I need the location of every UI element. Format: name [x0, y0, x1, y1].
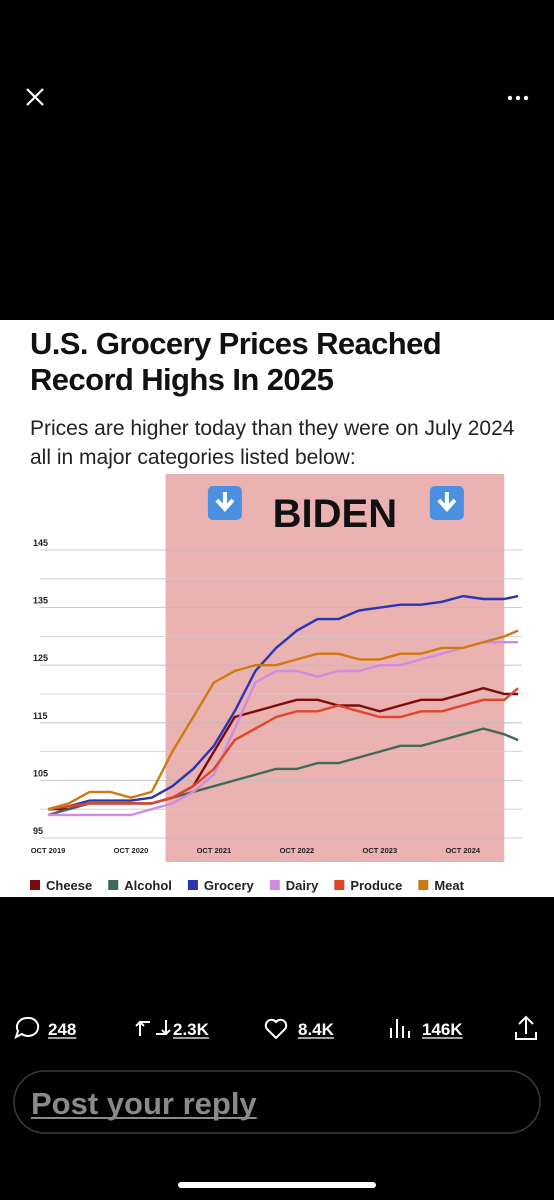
- legend-swatch: [334, 880, 345, 890]
- chart-subtitle: Prices are higher today than they were o…: [30, 417, 515, 469]
- series-line: [48, 641, 519, 817]
- home-indicator: [178, 1182, 376, 1188]
- annotation-label: BIDEN: [273, 492, 397, 536]
- legend-label: Alcohol: [124, 878, 172, 893]
- legend-label: Grocery: [204, 878, 255, 893]
- reply-icon[interactable]: [14, 1016, 40, 1039]
- legend-label: Cheese: [46, 878, 92, 893]
- more-icon[interactable]: [507, 95, 529, 101]
- repost-icon[interactable]: [135, 1020, 171, 1036]
- share-icon[interactable]: [515, 1015, 537, 1040]
- legend-swatch: [269, 880, 280, 890]
- like-icon[interactable]: [264, 1018, 288, 1040]
- legend-swatch: [187, 880, 198, 890]
- series-line: [47, 594, 519, 811]
- x-tick-label: OCT 2023: [363, 846, 398, 855]
- close-icon[interactable]: [26, 88, 44, 106]
- stat-count: 8.4K: [298, 1020, 335, 1039]
- x-tick-label: OCT 2024: [445, 846, 480, 855]
- x-tick-label: OCT 2022: [280, 846, 315, 855]
- series-line: [47, 629, 519, 811]
- x-tick-label: OCT 2021: [197, 846, 232, 855]
- chart-title: U.S. Grocery Prices Reached Record Highs…: [30, 326, 442, 397]
- x-tick-label: OCT 2019: [31, 846, 66, 855]
- y-tick-label: 105: [33, 768, 48, 778]
- legend-label: Produce: [350, 878, 402, 893]
- arrow-icon: [437, 492, 457, 513]
- y-tick-label: 95: [33, 826, 43, 836]
- stat-count: 2.3K: [173, 1020, 210, 1039]
- x-tick-label: OCT 2020: [114, 846, 149, 855]
- views-icon[interactable]: [390, 1019, 410, 1038]
- reply-placeholder: Post your reply: [31, 1086, 257, 1121]
- legend-label: Dairy: [286, 878, 319, 893]
- y-tick-label: 135: [33, 596, 48, 606]
- y-tick-label: 125: [33, 653, 48, 663]
- stat-count: 248: [48, 1020, 76, 1039]
- legend-swatch: [108, 880, 119, 890]
- legend-swatch: [30, 880, 40, 890]
- stat-count: 146K: [422, 1020, 463, 1039]
- y-tick-label: 115: [33, 711, 48, 721]
- arrow-icon: [215, 492, 235, 513]
- legend-label: Meat: [434, 878, 464, 893]
- legend-swatch: [418, 880, 429, 890]
- y-tick-label: 145: [33, 538, 48, 548]
- highlight-band: [165, 474, 505, 862]
- series-line: [47, 687, 519, 811]
